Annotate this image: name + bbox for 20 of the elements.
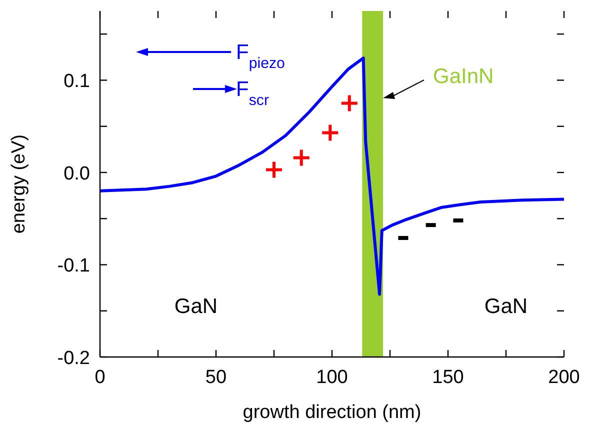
point: [320, 123, 340, 142]
y-axis-title: energy (eV): [8, 134, 30, 234]
annotation: F$_{scr}$: [236, 78, 269, 108]
x-tick-label: 50: [205, 367, 227, 388]
x-axis-title: growth direction (nm): [242, 402, 422, 423]
point: [264, 160, 284, 180]
y-tick-label: -0.2: [57, 348, 90, 369]
annotation: GaN: [484, 295, 528, 318]
y-tick-label: 0.0: [64, 163, 90, 184]
x-tick-label: 100: [316, 367, 348, 388]
point: [340, 94, 359, 113]
y-tick-label: -0.1: [57, 256, 90, 277]
x-tick-label: 0: [94, 367, 106, 388]
annotation: F$_{piezo}$: [236, 41, 285, 72]
x-tick-label: 150: [432, 367, 464, 388]
y-tick-label: 0.1: [64, 71, 90, 92]
annotation: GaN: [174, 295, 218, 318]
band-label: GaInN: [433, 65, 494, 88]
x-tick-label: 200: [548, 367, 580, 388]
point: [292, 148, 311, 168]
